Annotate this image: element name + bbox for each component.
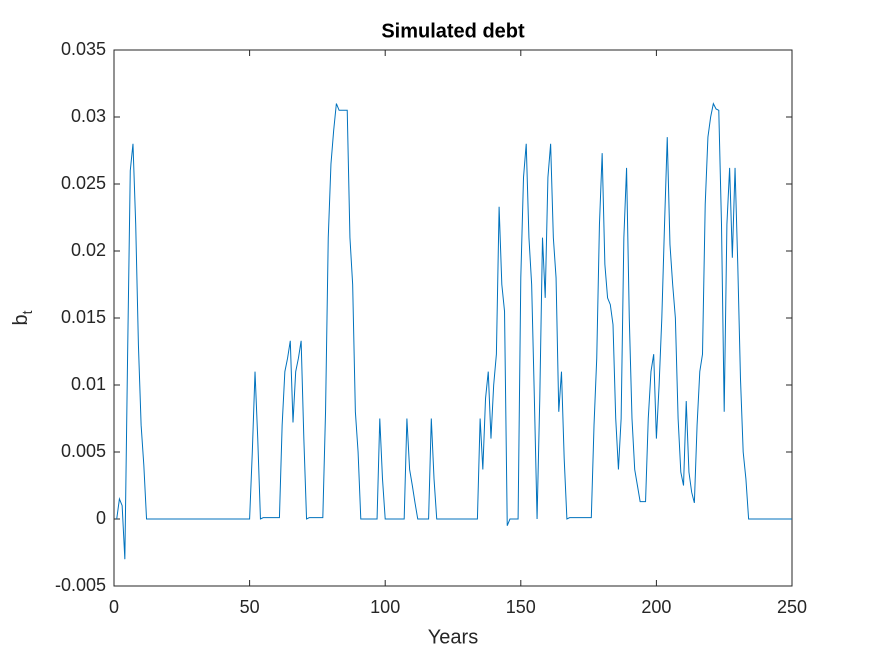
y-axis-label-subscript: t <box>19 310 35 314</box>
y-tick-label: 0.015 <box>61 307 106 327</box>
x-tick-label: 250 <box>777 597 807 617</box>
y-tick-label: 0.01 <box>71 374 106 394</box>
y-tick-label: 0.035 <box>61 39 106 59</box>
y-axis-label-base: b <box>10 314 32 325</box>
y-tick-label: 0.03 <box>71 106 106 126</box>
y-tick-label: 0.005 <box>61 441 106 461</box>
x-tick-label: 100 <box>370 597 400 617</box>
x-axis-label: Years <box>428 626 478 648</box>
y-tick-label: 0.025 <box>61 173 106 193</box>
y-tick-label: 0 <box>96 508 106 528</box>
x-tick-label: 200 <box>641 597 671 617</box>
data-line <box>116 102 792 560</box>
y-tick-label: -0.005 <box>55 575 106 595</box>
x-tick-label: 150 <box>506 597 536 617</box>
chart-title: Simulated debt <box>381 20 525 42</box>
y-axis-label: bt <box>10 310 34 325</box>
x-tick-label: 50 <box>240 597 260 617</box>
plot-area <box>114 50 792 586</box>
x-tick-label: 0 <box>109 597 119 617</box>
axes-box <box>113 49 793 587</box>
y-tick-label: 0.02 <box>71 240 106 260</box>
